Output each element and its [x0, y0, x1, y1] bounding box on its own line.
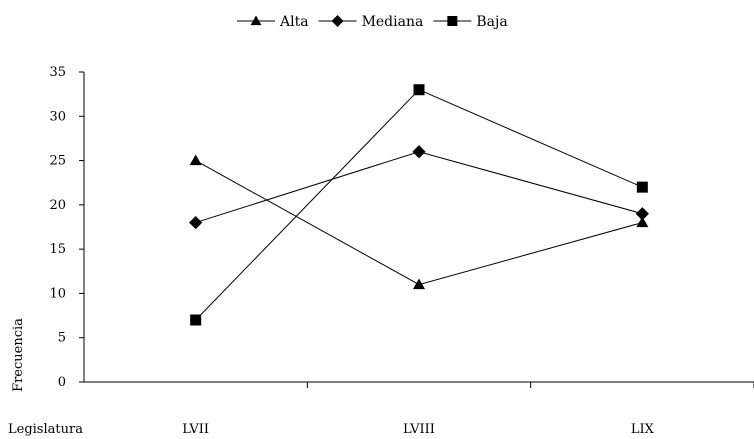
data-point-alta [412, 278, 426, 290]
x-tick-label: LVII [182, 422, 209, 437]
plot-area: 0 5 10 15 20 25 30 35 LVII LVIII LIX [49, 65, 754, 437]
legend-marker-alta [250, 15, 262, 26]
data-point-mediana [189, 215, 203, 230]
legend-item-mediana: Mediana [318, 14, 424, 30]
legend: Alta Mediana Baja [237, 14, 508, 30]
data-point-baja [636, 181, 648, 193]
y-tick-label: 15 [49, 242, 66, 257]
y-axis-ticks: 0 5 10 15 20 25 30 35 [49, 65, 84, 390]
legend-item-baja: Baja [433, 14, 508, 30]
legend-label: Baja [476, 14, 507, 30]
series-line-alta [195, 160, 643, 286]
series-baja [190, 84, 648, 326]
data-point-baja [190, 314, 202, 326]
y-axis-title: Frecuencia [11, 318, 26, 392]
y-tick-label: 10 [49, 286, 66, 301]
legend-marker-mediana [331, 15, 344, 27]
x-axis-title: Legislatura [8, 422, 83, 437]
series-layer [189, 84, 649, 326]
data-point-alta [636, 216, 649, 228]
y-tick-label: 25 [49, 154, 66, 169]
data-point-mediana [412, 145, 426, 159]
y-tick-label: 35 [49, 65, 66, 80]
legend-marker-baja [447, 16, 458, 26]
y-tick-label: 0 [58, 375, 66, 390]
data-point-alta [189, 154, 202, 166]
series-alta [189, 154, 649, 290]
data-point-baja [413, 84, 425, 96]
y-tick-label: 20 [49, 198, 66, 213]
x-tick-label: LVIII [403, 422, 435, 437]
y-tick-label: 5 [58, 331, 66, 346]
series-mediana [189, 145, 649, 230]
legend-label: Alta [279, 14, 309, 30]
data-point-mediana [635, 207, 649, 221]
legend-label: Mediana [362, 14, 424, 30]
series-line-mediana [195, 151, 643, 224]
legend-item-alta: Alta [237, 14, 309, 30]
x-tick-label: LIX [631, 422, 655, 437]
x-axis-ticks: LVII LVIII LIX [182, 382, 754, 437]
y-tick-label: 30 [49, 109, 66, 124]
